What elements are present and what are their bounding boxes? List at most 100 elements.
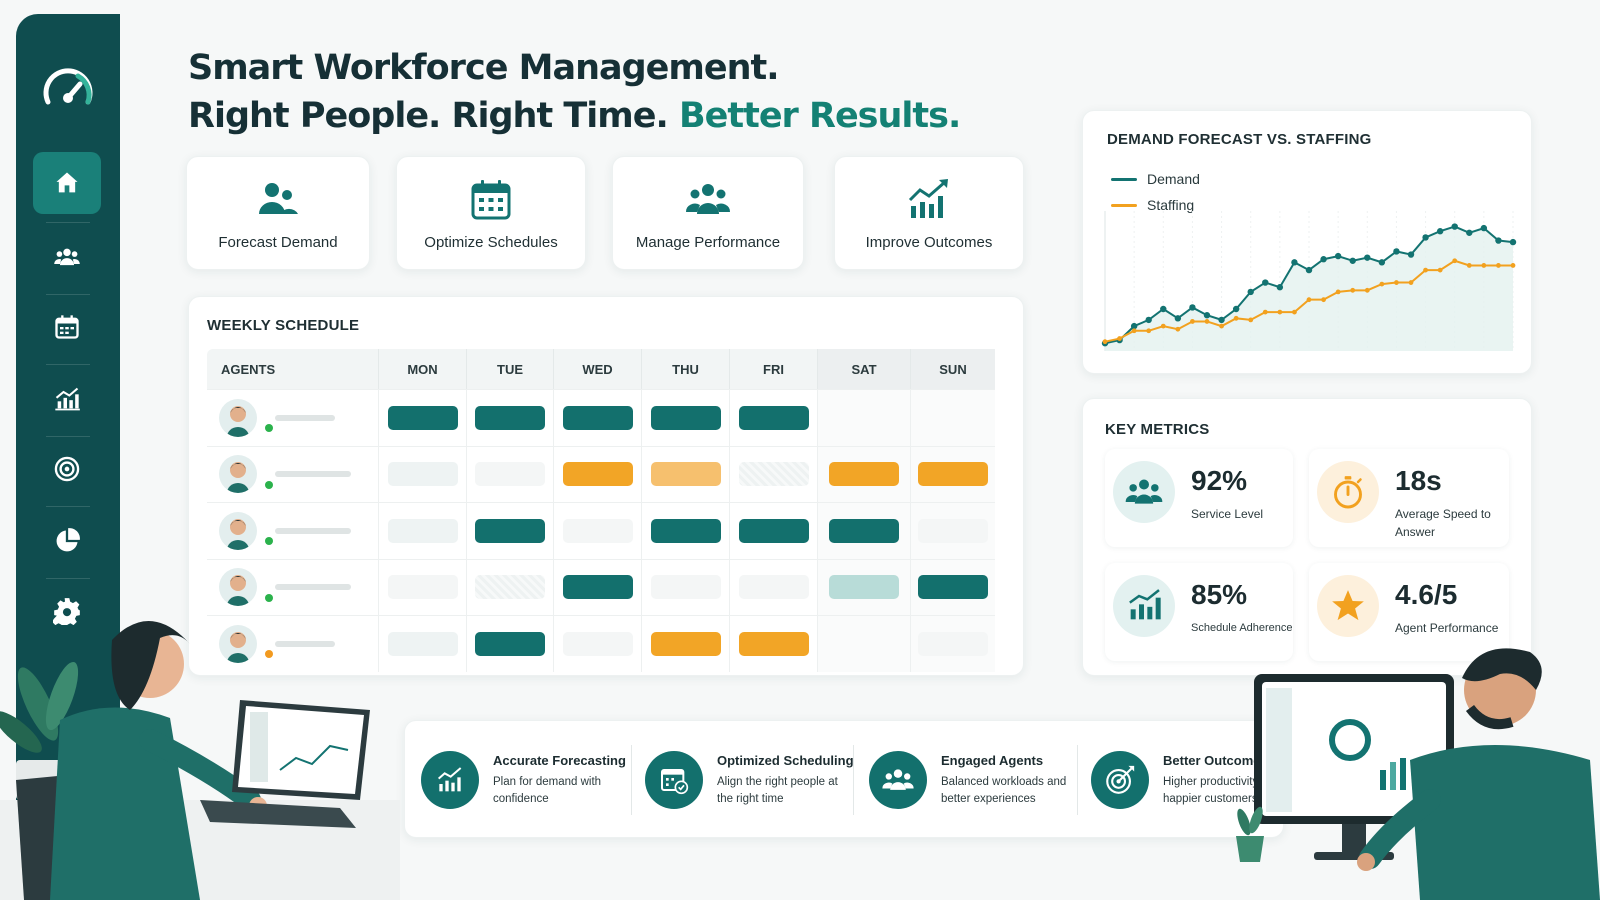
schedule-cell[interactable] <box>379 446 467 502</box>
schedule-cell[interactable] <box>642 616 730 672</box>
feature-card-forecast-demand[interactable]: Forecast Demand <box>186 156 370 270</box>
schedule-cell[interactable] <box>818 390 911 446</box>
shift-block[interactable] <box>387 462 458 487</box>
agent-name-placeholder <box>275 584 351 591</box>
schedule-cell[interactable] <box>554 559 642 615</box>
shift-block[interactable] <box>475 575 545 600</box>
sidebar-item-settings[interactable] <box>33 580 101 642</box>
shift-block[interactable] <box>562 405 633 430</box>
schedule-cell[interactable] <box>467 390 554 446</box>
sidebar-item-home[interactable] <box>33 152 101 214</box>
shift-block[interactable] <box>918 462 988 487</box>
sidebar-item-reports[interactable] <box>33 510 101 572</box>
shift-block[interactable] <box>650 575 721 600</box>
metric-service-level: 92% Service Level <box>1105 449 1293 547</box>
sidebar-item-calendar[interactable] <box>33 296 101 358</box>
shift-block[interactable] <box>918 518 988 543</box>
schedule-cell[interactable] <box>379 390 467 446</box>
agent-cell[interactable] <box>207 503 379 559</box>
shift-block[interactable] <box>387 405 458 430</box>
schedule-cell[interactable] <box>554 503 642 559</box>
data-point-staffing <box>1423 267 1428 273</box>
shift-block[interactable] <box>738 462 809 487</box>
schedule-cell[interactable] <box>818 503 911 559</box>
data-point-staffing <box>1102 339 1108 345</box>
shift-block[interactable] <box>562 518 633 543</box>
status-dot <box>265 593 273 602</box>
schedule-cell[interactable] <box>642 559 730 615</box>
sidebar-item-goals[interactable] <box>33 438 101 500</box>
shift-block[interactable] <box>650 518 721 543</box>
schedule-cell[interactable] <box>467 503 554 559</box>
metric-average-speed: 18s Average Speed to Answer <box>1309 449 1509 547</box>
schedule-cell[interactable] <box>818 559 911 615</box>
shift-block[interactable] <box>475 462 545 487</box>
shift-block[interactable] <box>562 575 633 600</box>
shift-block[interactable] <box>475 631 545 656</box>
schedule-cell[interactable] <box>642 446 730 502</box>
schedule-cell[interactable] <box>379 559 467 615</box>
schedule-cell[interactable] <box>730 616 818 672</box>
home-icon <box>56 172 78 193</box>
schedule-cell[interactable] <box>911 390 995 446</box>
agent-cell[interactable] <box>207 390 379 446</box>
shift-block[interactable] <box>387 575 458 600</box>
shift-block[interactable] <box>387 518 458 543</box>
schedule-cell[interactable] <box>642 390 730 446</box>
shift-block[interactable] <box>475 518 545 543</box>
shift-block[interactable] <box>562 462 633 487</box>
schedule-cell[interactable] <box>554 446 642 502</box>
schedule-cell[interactable] <box>730 503 818 559</box>
schedule-cell[interactable] <box>911 503 995 559</box>
benefit-accurate-forecasting: Accurate Forecasting Plan for demand wit… <box>421 721 626 839</box>
schedule-cell[interactable] <box>911 559 995 615</box>
shift-block[interactable] <box>738 575 809 600</box>
shift-block[interactable] <box>387 631 458 656</box>
schedule-cell[interactable] <box>467 616 554 672</box>
schedule-cell[interactable] <box>730 559 818 615</box>
shift-block[interactable] <box>650 462 721 487</box>
shift-block[interactable] <box>650 631 721 656</box>
shift-block[interactable] <box>918 631 988 656</box>
feature-card-manage-performance[interactable]: Manage Performance <box>612 156 804 270</box>
feature-card-optimize-schedules[interactable]: Optimize Schedules <box>396 156 586 270</box>
sidebar-item-team[interactable] <box>33 226 101 288</box>
schedule-cell[interactable] <box>379 616 467 672</box>
schedule-cell[interactable] <box>818 446 911 502</box>
metric-label: Service Level <box>1191 507 1264 521</box>
shift-block[interactable] <box>829 575 899 600</box>
schedule-cell[interactable] <box>642 503 730 559</box>
schedule-cell[interactable] <box>467 446 554 502</box>
schedule-cell[interactable] <box>730 446 818 502</box>
schedule-cell[interactable] <box>818 616 911 672</box>
schedule-cell[interactable] <box>467 559 554 615</box>
schedule-cell[interactable] <box>554 616 642 672</box>
benefits-strip: Accurate Forecasting Plan for demand wit… <box>404 720 1284 838</box>
shift-block[interactable] <box>562 631 633 656</box>
feature-card-improve-outcomes[interactable]: Improve Outcomes <box>834 156 1024 270</box>
shift-block[interactable] <box>829 518 899 543</box>
metric-icon-circle <box>1113 461 1175 523</box>
agent-cell[interactable] <box>207 559 379 615</box>
schedule-row <box>207 502 995 559</box>
shift-block[interactable] <box>650 405 721 430</box>
schedule-cell[interactable] <box>730 390 818 446</box>
agent-name-placeholder <box>275 640 335 647</box>
shift-block[interactable] <box>738 631 809 656</box>
status-dot <box>265 537 273 545</box>
shift-block[interactable] <box>918 575 988 600</box>
schedule-cell[interactable] <box>554 390 642 446</box>
schedule-cell[interactable] <box>911 446 995 502</box>
agent-cell[interactable] <box>207 616 379 672</box>
agent-cell[interactable] <box>207 446 379 502</box>
shift-block[interactable] <box>738 405 809 430</box>
schedule-cell[interactable] <box>379 503 467 559</box>
shift-block[interactable] <box>829 462 899 487</box>
shift-block[interactable] <box>475 405 545 430</box>
schedule-cell[interactable] <box>911 616 995 672</box>
target-icon <box>54 456 80 482</box>
data-point-demand <box>1276 284 1284 291</box>
sidebar-item-analytics[interactable] <box>33 368 101 430</box>
data-point-demand <box>1218 316 1225 324</box>
shift-block[interactable] <box>738 518 809 543</box>
